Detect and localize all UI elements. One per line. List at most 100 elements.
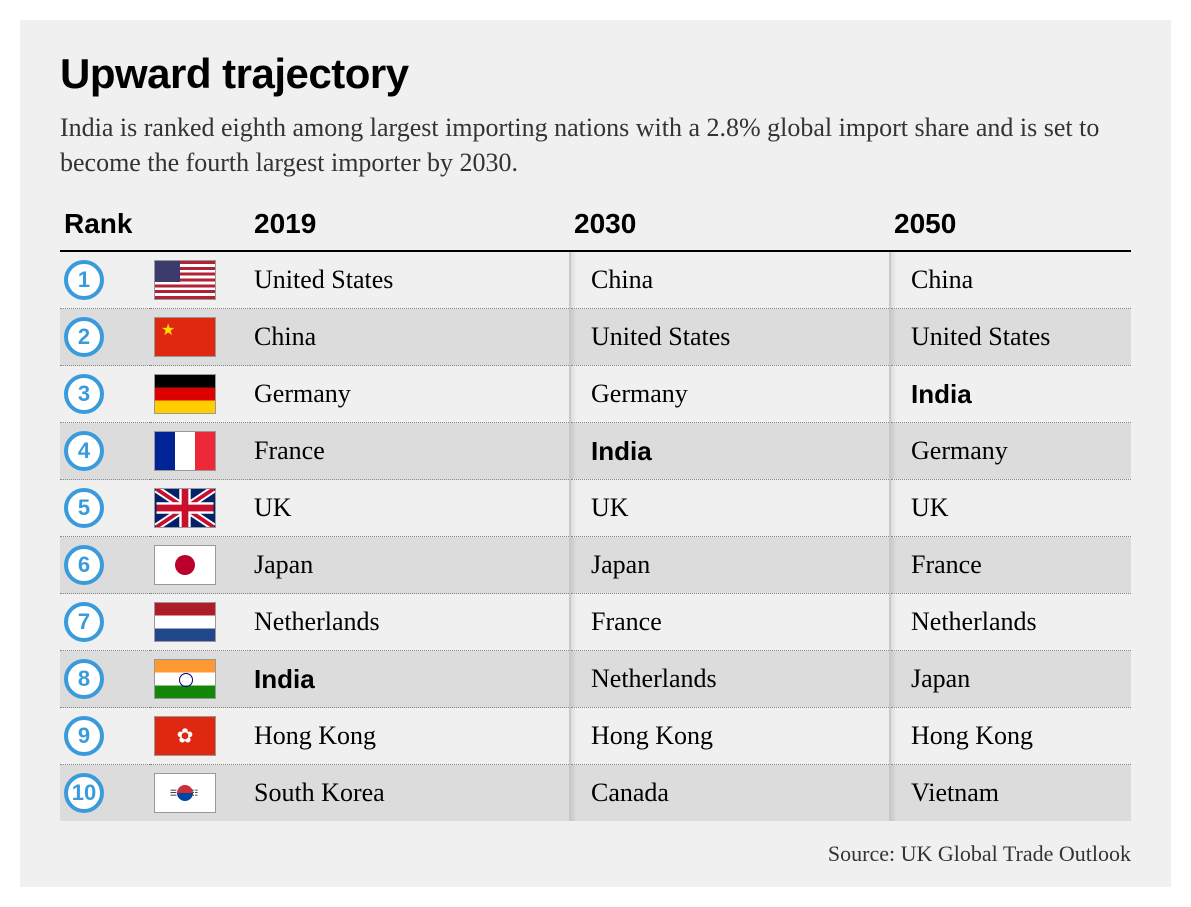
country-cell: Germany [890,423,1131,480]
rank-badge: 5 [64,488,104,528]
country-cell: India [890,366,1131,423]
col-flag-header [150,200,250,251]
flag-cell [150,366,250,423]
rank-badge: 2 [64,317,104,357]
country-name: India [254,664,315,694]
country-name: Japan [911,664,970,693]
us-flag-icon [154,260,216,300]
flag-cell [150,765,250,822]
source-attribution: Source: UK Global Trade Outlook [60,841,1131,867]
country-name: Hong Kong [254,721,376,750]
col-2030-header: 2030 [570,200,890,251]
country-name: Vietnam [911,778,999,807]
table-row: 9 Hong Kong Hong Kong Hong Kong [60,708,1131,765]
country-name: UK [254,493,292,522]
country-cell: Hong Kong [570,708,890,765]
country-name: Hong Kong [911,721,1033,750]
rank-cell: 3 [60,366,150,423]
col-2050-header: 2050 [890,200,1131,251]
cn-flag-icon [154,317,216,357]
country-cell: India [570,423,890,480]
country-cell: France [890,537,1131,594]
country-cell: France [570,594,890,651]
uk-flag-icon [154,488,216,528]
rank-cell: 6 [60,537,150,594]
country-cell: United States [570,309,890,366]
table-row: 1 United States China China [60,251,1131,309]
rank-cell: 2 [60,309,150,366]
country-cell: Germany [250,366,570,423]
country-cell: South Korea [250,765,570,822]
country-name: Germany [591,379,688,408]
country-name: UK [911,493,949,522]
country-cell: Vietnam [890,765,1131,822]
rank-badge: 9 [64,716,104,756]
country-cell: United States [250,251,570,309]
country-name: India [911,379,972,409]
rank-cell: 4 [60,423,150,480]
rank-badge: 3 [64,374,104,414]
country-name: Canada [591,778,669,807]
country-name: Netherlands [911,607,1037,636]
country-name: Germany [254,379,351,408]
flag-cell [150,708,250,765]
infographic-title: Upward trajectory [60,50,1131,98]
col-rank-header: Rank [60,200,150,251]
country-cell: Canada [570,765,890,822]
jp-flag-icon [154,545,216,585]
country-name: United States [911,322,1050,351]
table-row: 7NetherlandsFranceNetherlands [60,594,1131,651]
flag-cell [150,594,250,651]
country-name: Netherlands [254,607,380,636]
country-name: China [591,265,653,294]
country-name: France [591,607,662,636]
nl-flag-icon [154,602,216,642]
de-flag-icon [154,374,216,414]
country-name: United States [591,322,730,351]
rank-badge: 6 [64,545,104,585]
table-row: 4 France India Germany [60,423,1131,480]
country-name: India [591,436,652,466]
table-row: 8 India Netherlands Japan [60,651,1131,708]
table-row: 3 Germany Germany India [60,366,1131,423]
country-name: France [254,436,325,465]
flag-cell [150,480,250,537]
country-cell: Hong Kong [890,708,1131,765]
country-cell: Hong Kong [250,708,570,765]
country-cell: United States [890,309,1131,366]
country-name: Japan [254,550,313,579]
country-name: Hong Kong [591,721,713,750]
country-cell: China [570,251,890,309]
country-name: China [911,265,973,294]
country-name: UK [591,493,629,522]
country-cell: Netherlands [570,651,890,708]
country-cell: France [250,423,570,480]
kr-flag-icon [154,773,216,813]
country-name: Germany [911,436,1008,465]
table-row: 5 UK UK UK [60,480,1131,537]
rank-cell: 10 [60,765,150,822]
rank-cell: 9 [60,708,150,765]
country-cell: India [250,651,570,708]
rank-cell: 1 [60,251,150,309]
table-row: 2 China United States United States [60,309,1131,366]
rank-badge: 8 [64,659,104,699]
country-name: France [911,550,982,579]
country-cell: Netherlands [890,594,1131,651]
rank-badge: 4 [64,431,104,471]
rank-cell: 8 [60,651,150,708]
rank-badge: 1 [64,260,104,300]
country-cell: UK [570,480,890,537]
col-2019-header: 2019 [250,200,570,251]
table-row: 6 Japan Japan France [60,537,1131,594]
in-flag-icon [154,659,216,699]
fr-flag-icon [154,431,216,471]
flag-cell [150,651,250,708]
country-cell: UK [890,480,1131,537]
flag-cell [150,423,250,480]
country-cell: Germany [570,366,890,423]
country-name: United States [254,265,393,294]
country-name: Japan [591,550,650,579]
flag-cell [150,537,250,594]
country-name: China [254,322,316,351]
